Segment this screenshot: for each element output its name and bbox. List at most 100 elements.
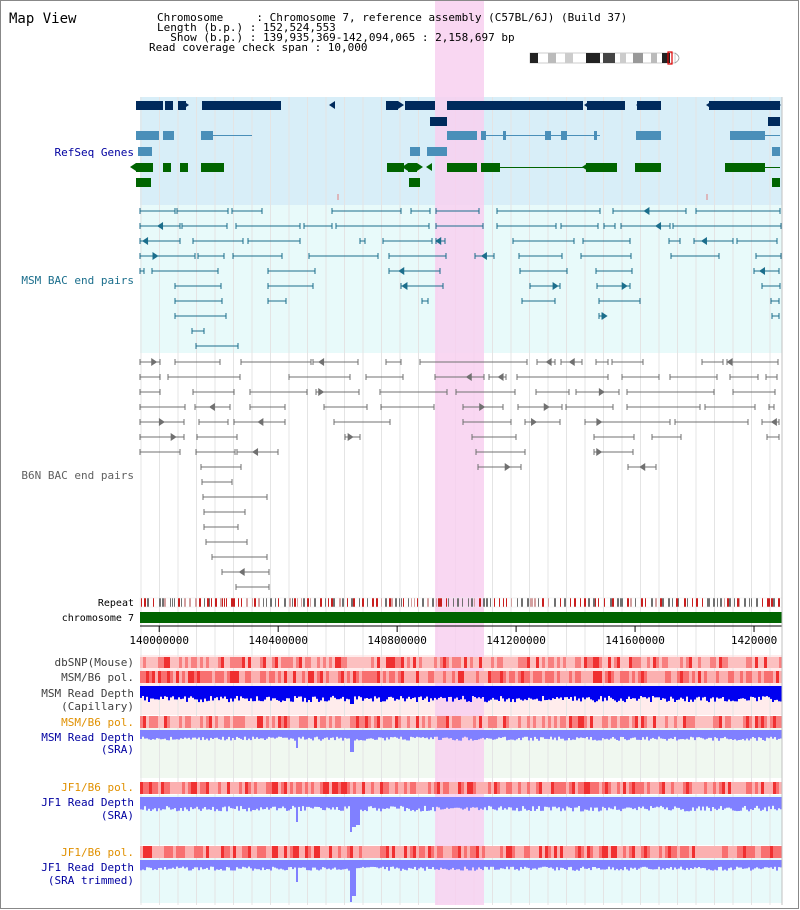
- msm-depth-capillary-bar: [474, 686, 476, 697]
- msm-depth-capillary-bar: [590, 686, 592, 700]
- repeat-element: [241, 598, 242, 607]
- msm-b6-pol-orange-cell: [248, 716, 251, 728]
- jf1-depth-sra-bar: [494, 797, 496, 810]
- msm-depth-capillary-label[interactable]: MSM Read Depth: [41, 687, 134, 700]
- dbsnp-cell: [608, 657, 611, 668]
- polymorphism-heat-tracks[interactable]: [140, 657, 782, 858]
- dbsnp-cell: [428, 657, 431, 668]
- msm-depth-capillary-bar: [458, 686, 460, 700]
- msm-depth-sra-bar: [416, 730, 418, 737]
- jf1-depth-sra-bar: [620, 797, 622, 812]
- jf1-depth-sra-bar: [688, 797, 690, 812]
- msm-b6-pol-orange-cell: [197, 716, 200, 728]
- jf1-b6-pol-2-cell: [344, 846, 347, 858]
- b6n-bac-pairs-track[interactable]: [139, 358, 780, 590]
- jf1-b6-pol-cell: [485, 782, 488, 794]
- msm-b6-pol-orange-label[interactable]: MSM/B6 pol.: [61, 716, 134, 729]
- msm-depth-sra-bar: [360, 730, 362, 740]
- dbsnp-cell: [734, 657, 737, 668]
- jf1-b6-pol-2-cell: [248, 846, 251, 858]
- msm-b6-pol-cell: [449, 671, 452, 683]
- repeat-element: [446, 598, 447, 607]
- repeat-element: [172, 598, 173, 607]
- msm-depth-capillary-bar: [414, 686, 416, 698]
- chromosome-bar[interactable]: [140, 612, 782, 623]
- msm-bac-pairs-track[interactable]: [139, 207, 782, 349]
- jf1-depth-trim-bar: [238, 860, 240, 869]
- jf1-b6-pol-cell: [149, 782, 152, 794]
- msm-b6-pol-cell: [623, 671, 626, 683]
- msm-depth-capillary-bar: [418, 686, 420, 698]
- jf1-depth-sra-bar: [540, 797, 542, 811]
- repeat-element: [440, 598, 442, 607]
- jf1-depth-sra-bar: [192, 797, 194, 810]
- refseq-genes-label[interactable]: RefSeq Genes: [55, 146, 134, 159]
- jf1-depth-trim-bar: [172, 860, 174, 868]
- msm-b6-pol-cell: [632, 671, 635, 683]
- jf1-depth-sra-bar: [734, 797, 736, 811]
- jf1-b6-pol-cell: [773, 782, 776, 794]
- msm-depth-sra-label[interactable]: MSM Read Depth: [41, 731, 134, 744]
- refseq-gene-dark-exon: [768, 117, 780, 126]
- jf1-b6-pol-cell: [674, 782, 677, 794]
- jf1-b6-pol-2-cell: [464, 846, 467, 858]
- msm-depth-sra-bar: [188, 730, 190, 738]
- jf1-depth-sra-sublabel: (SRA): [101, 809, 134, 822]
- jf1-depth-sra-bar: [770, 797, 772, 810]
- read-depth-tracks[interactable]: [140, 686, 782, 902]
- refseq-genes-track[interactable]: [130, 101, 781, 200]
- msm-depth-capillary-bar: [604, 686, 606, 698]
- msm-depth-sra-bar: [642, 730, 644, 738]
- b6n-bac-label[interactable]: B6N BAC end pairs: [21, 469, 134, 482]
- jf1-depth-sra-bar: [524, 797, 526, 809]
- chromosome-ideogram[interactable]: [529, 51, 680, 65]
- jf1-depth-sra-bar: [438, 797, 440, 808]
- jf1-depth-trim-bar: [656, 860, 658, 870]
- msm-depth-capillary-bar: [332, 686, 334, 696]
- msm-b6-pol-orange-cell: [602, 716, 605, 728]
- jf1-b6-pol-cell: [644, 782, 647, 794]
- jf1-b6-pol-2-cell: [575, 846, 578, 858]
- jf1-b6-pol-cell: [713, 782, 716, 794]
- repeat-element: [207, 598, 209, 607]
- dbsnp-cell: [752, 657, 755, 668]
- msm-depth-capillary-bar: [504, 686, 506, 702]
- msm-depth-capillary-bar: [382, 686, 384, 702]
- msm-depth-capillary-bar: [628, 686, 630, 697]
- dbsnp-cell: [383, 657, 386, 668]
- repeat-track[interactable]: [139, 597, 783, 608]
- gene-strand-arrow: [402, 163, 408, 171]
- jf1-depth-sra-bar: [398, 797, 400, 809]
- jf1-b6-pol-label[interactable]: JF1/B6 pol.: [61, 781, 134, 794]
- refseq-gene-green-exon: [201, 163, 224, 172]
- msm-b6-pol-label[interactable]: MSM/B6 pol.: [61, 671, 134, 684]
- dbsnp-cell: [542, 657, 545, 668]
- msm-depth-capillary-bar: [162, 686, 164, 699]
- dbsnp-label[interactable]: dbSNP(Mouse): [55, 656, 134, 669]
- msm-b6-pol-orange-cell: [614, 716, 617, 728]
- jf1-b6-pol-2-cell: [317, 846, 320, 858]
- msm-depth-capillary-bar: [238, 686, 240, 701]
- msm-b6-pol-orange-cell: [758, 716, 761, 728]
- msm-bac-label[interactable]: MSM BAC end pairs: [21, 274, 134, 287]
- jf1-depth-trim-label[interactable]: JF1 Read Depth: [41, 861, 134, 874]
- jf1-b6-pol-2-cell: [383, 846, 386, 858]
- jf1-depth-trim-bar: [322, 860, 324, 868]
- msm-depth-sra-sublabel: (SRA): [101, 743, 134, 756]
- repeat-element: [342, 598, 344, 607]
- msm-depth-sra-bar: [294, 730, 296, 741]
- jf1-b6-pol-2-label[interactable]: JF1/B6 pol.: [61, 846, 134, 859]
- jf1-b6-pol-2-cell: [200, 846, 203, 858]
- jf1-depth-sra-label[interactable]: JF1 Read Depth: [41, 796, 134, 809]
- jf1-b6-pol-2-cell: [587, 846, 590, 858]
- repeat-element: [517, 598, 518, 607]
- jf1-b6-pol-cell: [269, 782, 272, 794]
- msm-depth-sra-bar: [476, 730, 478, 740]
- msm-depth-sra-bar: [556, 730, 558, 741]
- msm-b6-pol-orange-cell: [752, 716, 755, 728]
- jf1-depth-sra-bar: [646, 797, 648, 810]
- jf1-b6-pol-2-cell: [203, 846, 206, 858]
- jf1-b6-pol-cell: [326, 782, 329, 794]
- jf1-depth-sra-bar: [176, 797, 178, 812]
- jf1-b6-pol-cell: [371, 782, 374, 794]
